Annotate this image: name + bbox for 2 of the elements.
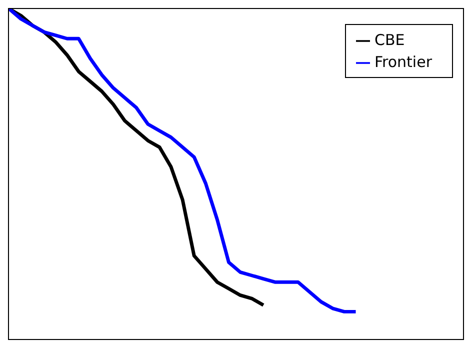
legend-label: CBE [374,31,405,49]
legend-label: Frontier [374,53,432,71]
